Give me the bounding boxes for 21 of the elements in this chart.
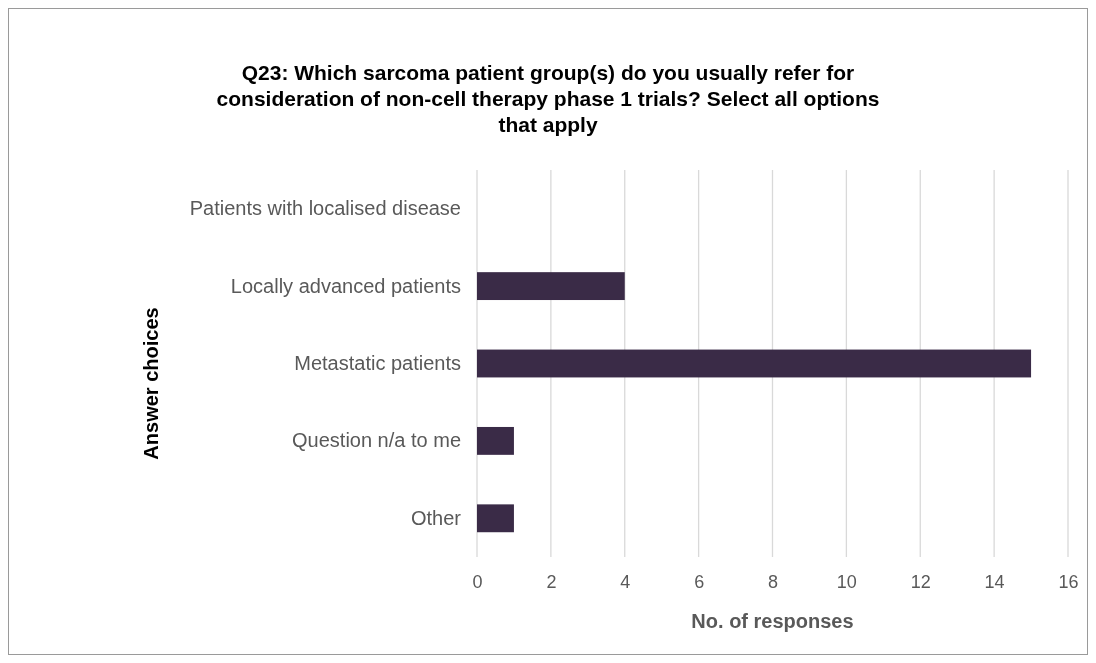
- x-tick-label: 12: [910, 571, 931, 592]
- x-tick-label: 8: [767, 571, 779, 592]
- y-tick-label: Patients with localised disease: [189, 197, 461, 220]
- y-tick-label: Other: [410, 506, 462, 529]
- x-tick-label: 14: [984, 571, 1005, 592]
- y-tick-label: Metastatic patients: [294, 351, 461, 374]
- x-tick-label: 16: [1058, 571, 1079, 592]
- x-axis-title: No. of responses: [691, 610, 854, 632]
- y-tick-label: Question n/a to me: [292, 429, 461, 452]
- bar: [477, 504, 514, 533]
- y-axis-title: Answer choices: [140, 307, 162, 460]
- chart-title: Q23: Which sarcoma patient group(s) do you usually refer for consideration of non-cell therapy phase 1 trials? Select all options that apply: [216, 61, 880, 136]
- x-tick-label: 4: [620, 571, 631, 592]
- bar: [477, 349, 1032, 378]
- x-tick-label: 10: [836, 571, 857, 592]
- x-tick-label: 6: [694, 571, 705, 592]
- bar: [477, 272, 625, 301]
- x-tick-label: 2: [546, 571, 557, 592]
- x-tick-label: 0: [472, 571, 483, 592]
- bar: [477, 426, 514, 455]
- y-tick-label: Locally advanced patients: [230, 274, 461, 297]
